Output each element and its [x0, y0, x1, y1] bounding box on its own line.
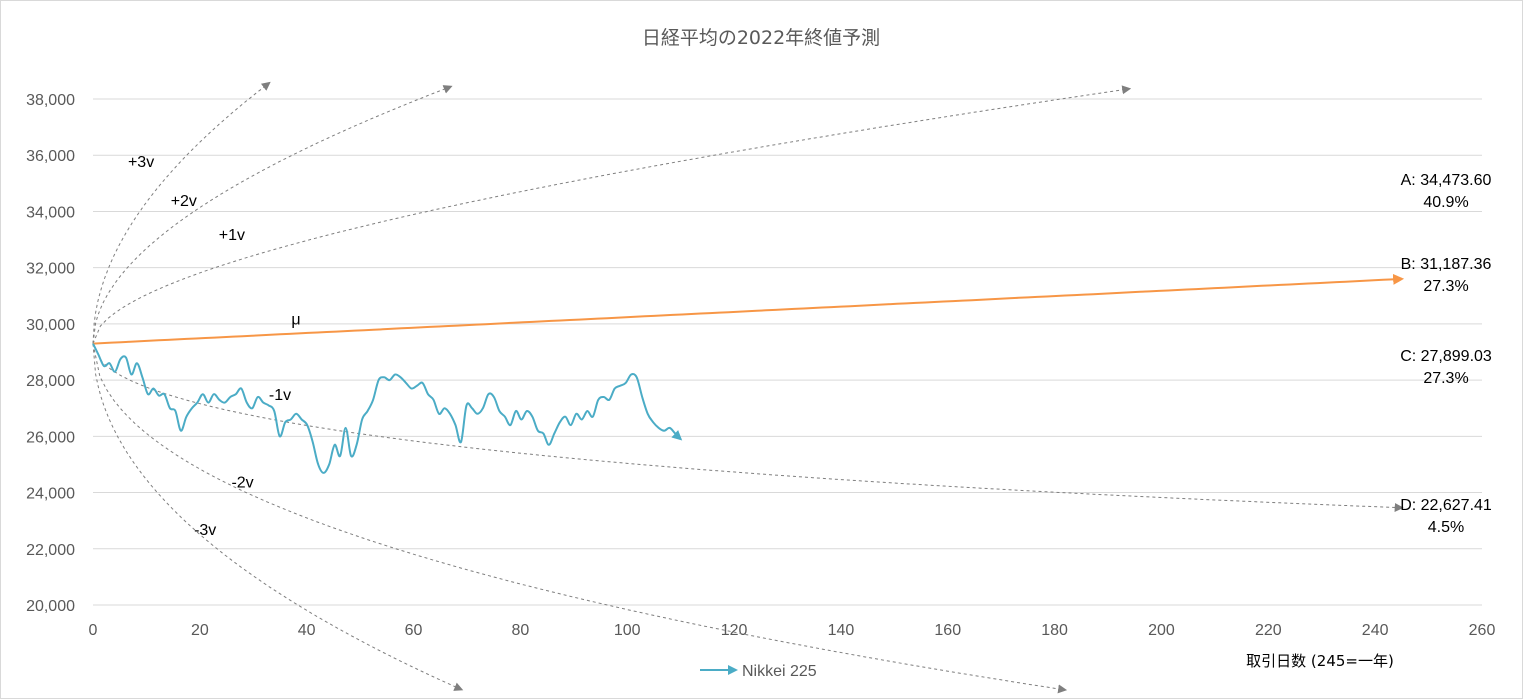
x-tick-label: 180	[1041, 622, 1068, 639]
annotation-value: C: 27,899.03	[1400, 348, 1492, 365]
x-tick-label: 260	[1469, 622, 1496, 639]
y-tick-label: 38,000	[26, 92, 75, 109]
projection-label: +2v	[171, 193, 197, 210]
annotation-value: D: 22,627.41	[1400, 497, 1492, 514]
x-tick-label: 60	[405, 622, 423, 639]
annotation-probability: 27.3%	[1423, 370, 1468, 387]
x-axis: 0 20 40 60 80 100 120 140 160 180 200 220 240 260	[89, 622, 1496, 639]
legend-label-nikkei: Nikkei 225	[742, 663, 817, 680]
projection-curve-plus3	[92, 81, 271, 344]
series-line-nikkei	[92, 343, 683, 474]
y-tick-label: 24,000	[26, 486, 75, 503]
projection-label: +1v	[219, 227, 245, 244]
projection-curves: +3v +2v +1v μ -1v -2v -3v	[92, 81, 1405, 694]
x-tick-label: 160	[934, 622, 961, 639]
y-tick-label: 20,000	[26, 598, 75, 615]
x-tick-label: 20	[191, 622, 209, 639]
x-tick-label: 200	[1148, 622, 1175, 639]
legend: Nikkei 225	[700, 663, 817, 680]
projection-curve-minus1	[92, 343, 1404, 512]
projection-label: μ	[291, 311, 300, 328]
x-tick-label: 240	[1362, 622, 1389, 639]
y-tick-label: 34,000	[26, 204, 75, 221]
projection-label: -2v	[231, 474, 253, 491]
x-tick-label: 120	[721, 622, 748, 639]
y-tick-label: 32,000	[26, 261, 75, 278]
x-tick-label: 140	[828, 622, 855, 639]
chart-title: 日経平均の2022年終値予測	[642, 27, 880, 49]
projection-label: +3v	[128, 154, 154, 171]
x-tick-label: 0	[89, 622, 98, 639]
projection-curve-plus0	[92, 273, 1405, 345]
y-tick-label: 26,000	[26, 429, 75, 446]
y-tick-label: 22,000	[26, 542, 75, 559]
annotation-probability: 4.5%	[1428, 519, 1464, 536]
projection-curve-plus2	[92, 85, 453, 344]
x-axis-label: 取引日数 (245=一年)	[1246, 652, 1394, 670]
series-layer	[92, 343, 683, 474]
annotation-value: B: 31,187.36	[1401, 256, 1492, 273]
x-tick-label: 220	[1255, 622, 1282, 639]
x-tick-label: 40	[298, 622, 316, 639]
projection-curve-plus1	[92, 85, 1132, 344]
x-tick-label: 80	[511, 622, 529, 639]
annotation-value: A: 34,473.60	[1401, 172, 1492, 189]
annotations: A: 34,473.60 40.9% B: 31,187.36 27.3% C: 27,…	[1400, 172, 1492, 536]
x-tick-label: 100	[614, 622, 641, 639]
y-tick-label: 30,000	[26, 317, 75, 334]
projection-label: -1v	[269, 387, 291, 404]
grid-layer	[93, 98, 1482, 606]
annotation-probability: 27.3%	[1423, 278, 1468, 295]
projection-curve-minus3	[92, 343, 464, 691]
y-tick-label: 28,000	[26, 373, 75, 390]
y-tick-label: 36,000	[26, 148, 75, 165]
projection-label: -3v	[194, 522, 216, 539]
y-axis: 20,000 22,000 24,000 26,000 28,000 30,000 32,0…	[26, 92, 75, 615]
annotation-probability: 40.9%	[1423, 194, 1468, 211]
